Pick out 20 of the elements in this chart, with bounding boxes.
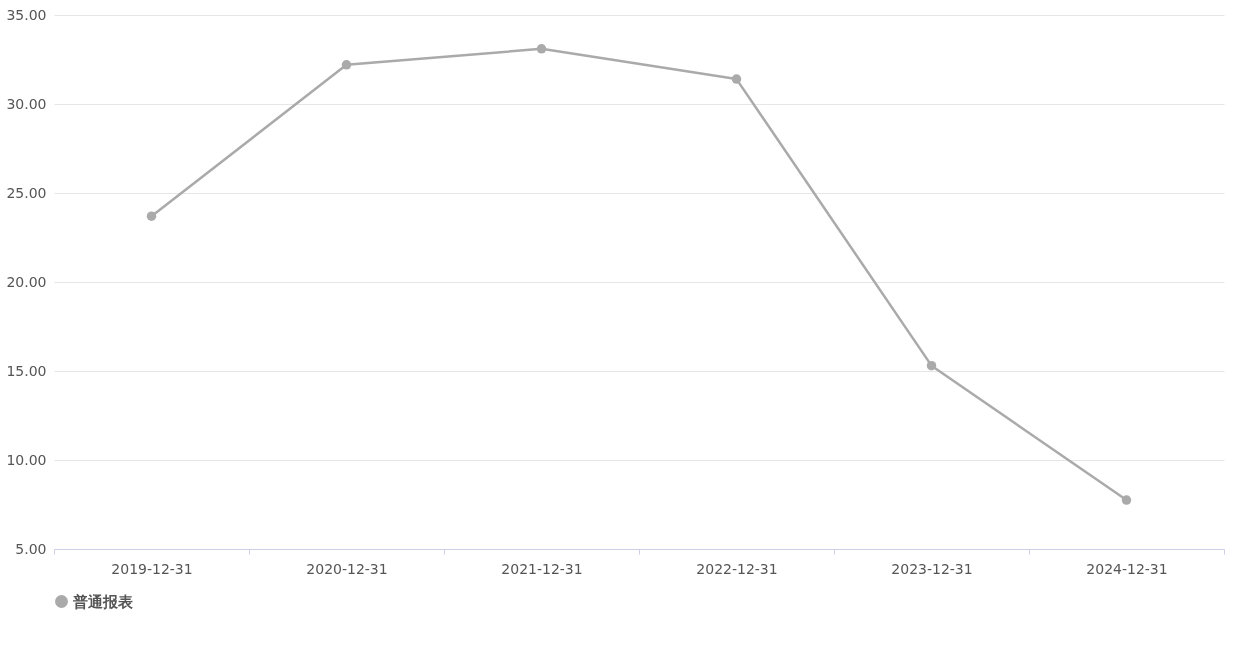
x-tick-label: 2019-12-31 <box>111 560 193 577</box>
y-tick-label: 25.00 <box>6 184 47 201</box>
x-tick-label: 2023-12-31 <box>891 560 973 577</box>
y-tick-label: 10.00 <box>6 451 47 468</box>
y-tick-label: 20.00 <box>6 273 47 290</box>
point <box>341 60 352 70</box>
x-tick-label: 2020-12-31 <box>306 560 388 577</box>
point <box>146 211 157 221</box>
y-tick-label: 30.00 <box>6 95 47 112</box>
y-tick-label: 35.00 <box>6 6 47 23</box>
legend-label: 普通报表 <box>72 592 134 611</box>
x-tick-label: 2024-12-31 <box>1086 560 1168 577</box>
x-tick-label: 2022-12-31 <box>696 560 778 577</box>
point <box>731 74 742 84</box>
x-tick-label: 2021-12-31 <box>501 560 583 577</box>
y-tick-label: 5.00 <box>15 540 47 557</box>
point <box>926 360 937 371</box>
point <box>536 44 547 54</box>
point <box>1121 495 1132 505</box>
y-tick-label: 15.00 <box>6 362 47 379</box>
